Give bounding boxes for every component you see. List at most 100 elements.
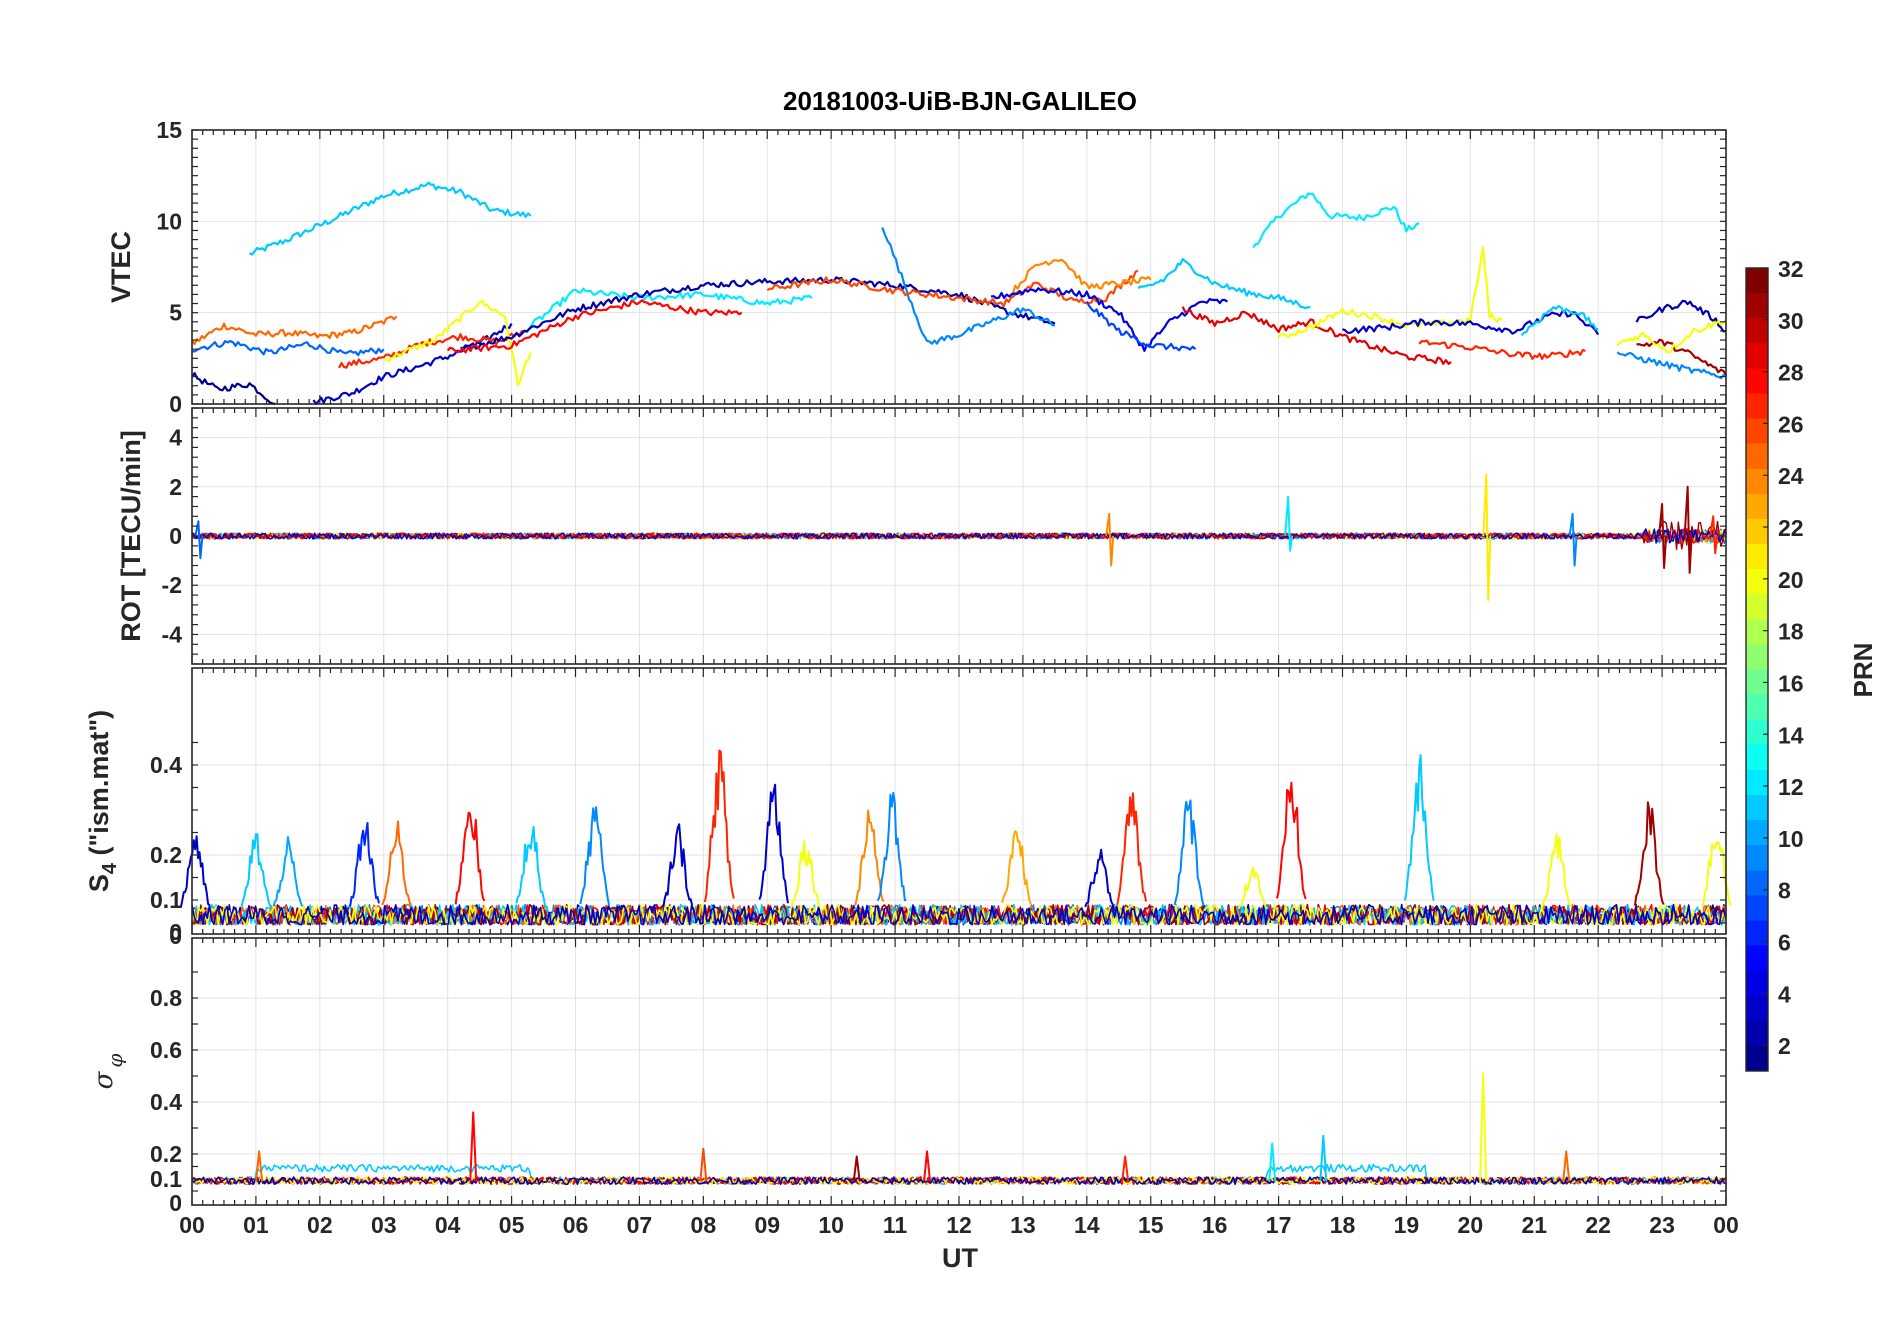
s4-peak	[790, 840, 821, 909]
s4-peak	[1633, 801, 1665, 906]
s4-peak	[662, 823, 694, 907]
colorbar-tick-label: 30	[1778, 308, 1804, 334]
y-tick-label: 0.4	[150, 1089, 182, 1115]
x-tick-label: 04	[435, 1212, 461, 1238]
series-line	[1137, 257, 1311, 310]
x-tick-label: 02	[307, 1212, 333, 1238]
x-tick-label: 00	[179, 1212, 205, 1238]
s4-peak	[515, 826, 547, 907]
s4-peak	[1173, 799, 1205, 906]
colorbar-tick-label: 28	[1778, 360, 1804, 386]
y-tick-label: 0.1	[150, 887, 182, 913]
x-tick-label: 11	[883, 1212, 908, 1238]
rot-series-3	[191, 528, 1727, 544]
sigma-peak	[1562, 1150, 1571, 1182]
series-line	[191, 315, 398, 345]
series-line	[1085, 300, 1197, 352]
s4-peak	[240, 833, 272, 907]
rot-spike	[194, 520, 204, 560]
rot-spike	[1284, 495, 1294, 552]
series-line	[1418, 339, 1586, 360]
y-tick-label: 15	[156, 117, 182, 143]
series-line	[1342, 310, 1600, 336]
y-tick-label: 0	[169, 919, 182, 945]
y-tick-label: 10	[156, 208, 182, 234]
series-line	[1635, 299, 1727, 333]
series-line	[1181, 306, 1452, 365]
x-tick-label: 20	[1458, 1212, 1484, 1238]
panel-rot: -4 -2 0 2 4 ROT [TECU/min]	[116, 407, 1727, 665]
series-line	[766, 269, 1139, 308]
y-axis-label: ROT [TECU/min]	[116, 430, 146, 641]
colorbar-tick-label: 18	[1778, 619, 1804, 645]
series-line	[1636, 338, 1727, 376]
y-tick-label: 0.2	[150, 1141, 182, 1167]
x-ticks	[191, 668, 1727, 934]
series-line	[523, 287, 813, 334]
x-tick-label: 16	[1202, 1212, 1228, 1238]
colorbar-tick-label: 16	[1778, 670, 1804, 696]
y-tick-label: 0.1	[150, 1166, 182, 1192]
y-tick-label: 0.8	[150, 985, 182, 1011]
x-tick-label: 17	[1266, 1212, 1292, 1238]
series-group	[191, 181, 1727, 406]
s4-peak	[1084, 848, 1115, 910]
series-line	[881, 227, 1056, 345]
sigma-series-3	[191, 1176, 1727, 1186]
s4-peak	[1403, 754, 1435, 901]
rot-spike	[1568, 512, 1578, 567]
s4-peak	[1116, 792, 1147, 906]
x-tick-label: 09	[754, 1212, 780, 1238]
s4-peak	[179, 835, 211, 908]
series-group	[179, 749, 1732, 926]
sigma-peak	[469, 1111, 478, 1182]
s4-peak	[349, 822, 380, 907]
s4-peak	[876, 791, 907, 902]
x-tick-label: 06	[563, 1212, 589, 1238]
s4-peak	[1001, 830, 1032, 905]
colorbar-tick-label: 8	[1778, 878, 1791, 904]
rot-series-28	[191, 528, 1727, 544]
panel-s4: 00 0.1 0.2 0.4 S4 ("ism.mat")	[84, 667, 1732, 949]
y-axis-label: VTEC	[106, 231, 136, 303]
sigma-peak	[699, 1147, 708, 1182]
series-line	[249, 181, 532, 256]
figure-title: 20181003-UiB-BJN-GALILEO	[783, 86, 1137, 116]
colorbar-tick-label: 6	[1778, 929, 1791, 955]
x-tick-label: 07	[627, 1212, 653, 1238]
y-axis-label-part: ("ism.mat")	[84, 710, 114, 863]
s4-peak	[854, 809, 885, 906]
s4-peak	[381, 820, 412, 906]
s4-peak	[758, 783, 789, 904]
x-tick-label: 13	[1010, 1212, 1036, 1238]
y-ticks	[192, 129, 1726, 405]
series-line	[1009, 258, 1152, 297]
x-tick-label: 23	[1649, 1212, 1675, 1238]
y-axis-label: σφ	[89, 1054, 127, 1090]
panel-vtec: 0 5 10 15 VTEC	[106, 117, 1727, 417]
panel-sigma_phi: 00.10.2 0.4 0.6 0.8 σφ	[89, 937, 1727, 1216]
y-tick-label: 4	[169, 425, 182, 451]
series-line	[1277, 246, 1503, 339]
series-line	[446, 299, 743, 354]
s4-series-31	[191, 903, 1727, 926]
rot-spike	[1482, 473, 1492, 601]
colorbar-tick-label: 24	[1778, 463, 1804, 489]
x-tick-label: 21	[1521, 1212, 1547, 1238]
rot-spike	[1658, 503, 1668, 569]
x-tick-label: 10	[818, 1212, 844, 1238]
x-tick-label: 12	[946, 1212, 972, 1238]
sigma-peak	[1268, 1142, 1277, 1182]
s4-peak	[1237, 866, 1268, 910]
x-axis-label: UT	[942, 1243, 978, 1273]
s4-peak	[1541, 833, 1572, 908]
series-line	[312, 323, 513, 406]
sigma-peak	[1121, 1155, 1130, 1182]
y-tick-label: -2	[162, 572, 182, 598]
x-tick-label: 18	[1330, 1212, 1356, 1238]
y-ticks	[192, 741, 1726, 924]
y-tick-label: 2	[169, 474, 182, 500]
